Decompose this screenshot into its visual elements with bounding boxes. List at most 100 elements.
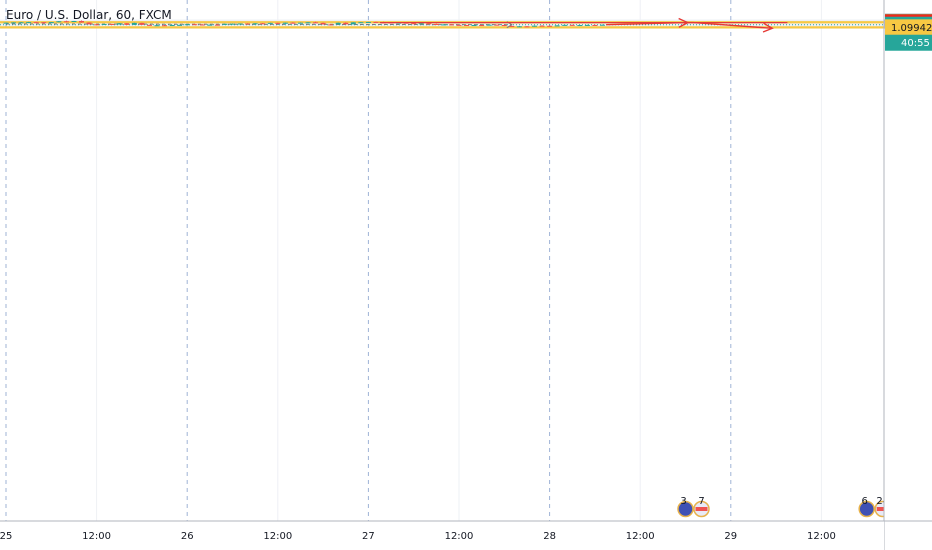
candle-body bbox=[328, 24, 334, 26]
candle-body bbox=[177, 24, 183, 26]
candle-body bbox=[577, 25, 583, 27]
candle-body bbox=[56, 21, 62, 23]
time-tick-label: 26 bbox=[181, 531, 194, 542]
price-axis: 1.103501.103001.102501.102001.101501.101… bbox=[883, 0, 932, 550]
candle-body bbox=[448, 24, 454, 26]
candle-body bbox=[524, 26, 530, 28]
candle-body bbox=[501, 25, 507, 27]
candle-body bbox=[131, 22, 137, 25]
candle-body bbox=[297, 22, 303, 24]
candle-body bbox=[101, 23, 107, 25]
time-tick-label: 12:00 bbox=[626, 531, 655, 542]
projection-arrow-down bbox=[762, 22, 774, 33]
candle-body bbox=[411, 23, 417, 25]
candle-body bbox=[562, 24, 568, 26]
us-flag-stripe bbox=[695, 507, 708, 511]
candle-body bbox=[94, 24, 100, 26]
candle-body bbox=[494, 24, 500, 26]
candle-body bbox=[547, 25, 553, 27]
candle-body bbox=[554, 25, 560, 27]
candle-body bbox=[343, 22, 349, 25]
candle-body bbox=[124, 23, 130, 25]
candle-body bbox=[456, 24, 462, 26]
candle-body bbox=[599, 24, 605, 26]
candle-body bbox=[169, 25, 175, 27]
symbol-title: Euro / U.S. Dollar, 60, FXCM bbox=[6, 8, 172, 22]
event-markers: 3 7 6 24 bbox=[677, 496, 891, 518]
projection-drawings bbox=[379, 17, 788, 33]
event-flag-icon bbox=[677, 500, 694, 518]
candle-body bbox=[335, 22, 341, 25]
candle-body bbox=[426, 23, 432, 25]
event-count: 7 bbox=[698, 496, 704, 507]
event-count: 3 bbox=[680, 496, 686, 507]
time-tick-label: 12:00 bbox=[445, 531, 474, 542]
candle-body bbox=[26, 22, 32, 24]
candle-body bbox=[154, 25, 160, 27]
candle-body bbox=[63, 21, 69, 23]
candle-body bbox=[199, 24, 205, 26]
candles bbox=[3, 20, 605, 28]
event-flag-icon bbox=[858, 500, 875, 518]
candle-body bbox=[214, 24, 220, 26]
candle-body bbox=[86, 22, 92, 25]
candle-body bbox=[207, 24, 213, 26]
candle-body bbox=[509, 25, 515, 27]
candle-body bbox=[373, 21, 379, 23]
time-tick-label: 12:00 bbox=[263, 531, 292, 542]
candle-body bbox=[245, 23, 251, 25]
time-tick-label: 28 bbox=[543, 531, 556, 542]
candle-body bbox=[418, 23, 424, 25]
projection-arrow-up bbox=[678, 17, 690, 28]
candle-body bbox=[79, 20, 84, 23]
candle-body bbox=[486, 24, 492, 26]
candle-body bbox=[139, 22, 145, 25]
candle-body bbox=[222, 23, 228, 25]
candle-body bbox=[320, 22, 326, 25]
candle-body bbox=[350, 22, 356, 25]
time-tick-label: 25 bbox=[0, 531, 12, 542]
candle-body bbox=[41, 22, 47, 24]
candle-body bbox=[146, 24, 152, 26]
projection-path bbox=[606, 21, 773, 29]
price-axis-bg bbox=[884, 0, 932, 550]
time-axis-bg bbox=[0, 521, 884, 550]
candle-body bbox=[18, 22, 24, 24]
chart-grid bbox=[0, 0, 884, 521]
candle-body bbox=[282, 22, 288, 24]
price-tag-bg bbox=[885, 19, 932, 36]
candle-body bbox=[230, 23, 235, 25]
candle-body bbox=[33, 22, 39, 24]
countdown-bg bbox=[885, 34, 932, 51]
time-tick-label: 29 bbox=[724, 531, 737, 542]
candle-body bbox=[48, 22, 54, 24]
candle-body bbox=[109, 23, 115, 25]
candle-body bbox=[592, 24, 598, 26]
candle-body bbox=[365, 21, 371, 23]
candle-body bbox=[290, 22, 296, 24]
candle-body bbox=[71, 20, 77, 22]
candle-body bbox=[441, 24, 447, 26]
candle-body bbox=[260, 23, 266, 25]
candle-body bbox=[184, 24, 190, 26]
candle-body bbox=[275, 22, 281, 24]
time-axis: 25 12:00 26 12:00 27 12:00 28 12:00 29 12:00 bbox=[0, 520, 932, 550]
countdown-label: 40:55 bbox=[901, 38, 930, 49]
candle-body bbox=[358, 22, 364, 24]
candle-body bbox=[237, 23, 243, 25]
event-count: 24 bbox=[876, 496, 889, 507]
candle-body bbox=[305, 22, 311, 24]
candle-body bbox=[313, 22, 319, 24]
candle-body bbox=[252, 23, 258, 25]
candle-body bbox=[464, 25, 470, 27]
event-count: 6 bbox=[862, 496, 868, 507]
candle-body bbox=[116, 23, 122, 25]
candle-body bbox=[267, 22, 273, 24]
candle-body bbox=[532, 25, 537, 27]
time-tick-label: 27 bbox=[362, 531, 375, 542]
candle-body bbox=[584, 24, 590, 26]
candle-body bbox=[192, 24, 198, 26]
candle-body bbox=[569, 24, 575, 26]
